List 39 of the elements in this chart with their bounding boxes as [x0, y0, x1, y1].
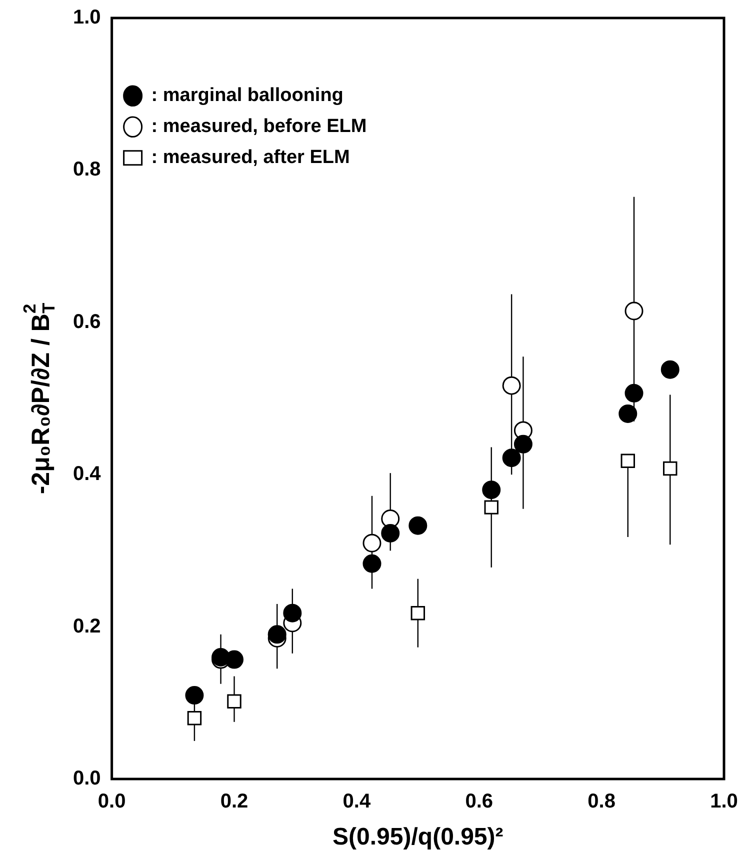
point: [410, 606, 426, 620]
point: [514, 434, 532, 454]
point: [381, 524, 400, 542]
point: [408, 516, 428, 535]
point: [502, 376, 521, 395]
point: [620, 454, 635, 468]
point: [224, 650, 244, 669]
point: [227, 694, 242, 708]
x-axis-title: S(0.95)/q(0.95)²: [332, 824, 504, 851]
legend-label: : marginal ballooning: [151, 85, 344, 106]
point: [362, 554, 382, 573]
point: [484, 500, 498, 514]
y-tick-label: 0.2: [72, 615, 101, 638]
legend-label: : measured, before ELM: [151, 116, 367, 138]
point: [283, 604, 302, 622]
point: [185, 686, 204, 705]
y-tick-label: 0.0: [72, 768, 101, 790]
x-tick-label: 0.4: [342, 790, 372, 813]
point: [624, 302, 644, 320]
point: [660, 360, 680, 379]
point: [502, 448, 521, 468]
y-tick-label: 1.0: [72, 6, 101, 29]
x-tick-label: 0.2: [220, 790, 248, 813]
point: [482, 480, 501, 500]
point: [187, 711, 202, 726]
y-axis-title: -2μ₀R₀∂P/∂Z / BT2: [20, 302, 58, 494]
point: [362, 534, 382, 552]
x-tick-label: 0.8: [588, 790, 616, 813]
point: [268, 625, 286, 644]
y-tick-label: 0.6: [72, 310, 101, 333]
x-tick-label: 1.0: [710, 790, 738, 813]
point: [663, 461, 678, 476]
x-tick-label: 0.6: [465, 790, 494, 813]
legend-label: : measured, after ELM: [151, 147, 350, 168]
y-tick-label: 0.8: [72, 158, 101, 181]
x-tick-label: 0.0: [98, 790, 126, 813]
point: [624, 384, 644, 402]
y-tick-label: 0.4: [72, 463, 102, 486]
point: [618, 404, 638, 423]
